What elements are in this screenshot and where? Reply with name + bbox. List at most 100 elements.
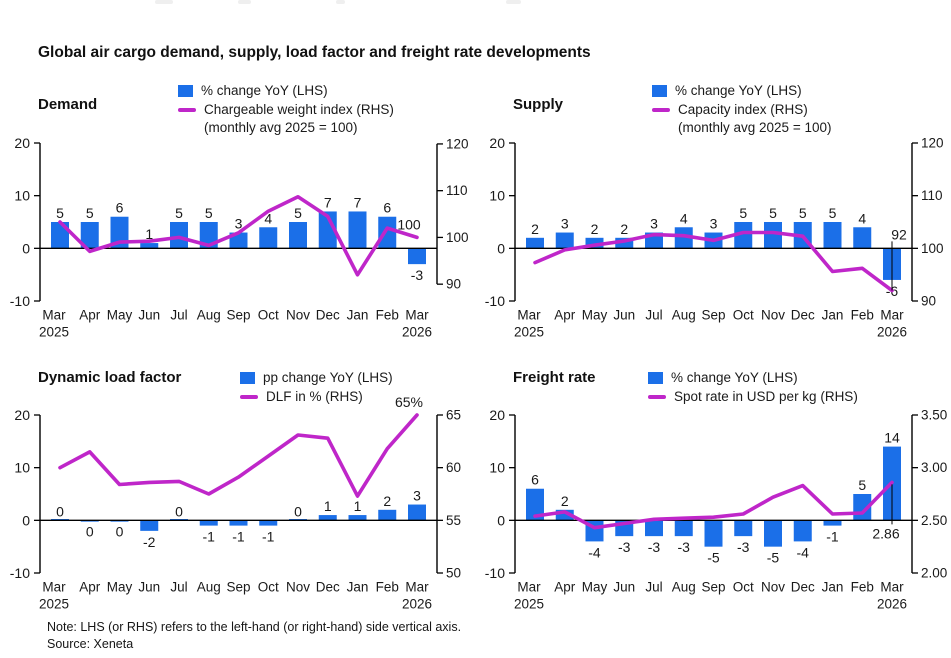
y-axis-left-label: -10 [485, 565, 505, 581]
bar-label: 0 [86, 523, 94, 539]
bar-label: -1 [232, 529, 245, 545]
month-label: Sep [226, 580, 250, 595]
legend-item: Spot rate in USD per kg (RHS) [648, 388, 858, 406]
y-axis-right-label: 120 [921, 136, 944, 151]
bar-label: -3 [678, 539, 691, 555]
bar [259, 520, 278, 526]
year-label: 2025 [39, 325, 69, 340]
figure-title: Global air cargo demand, supply, load fa… [38, 44, 591, 61]
bar-label: 2 [591, 221, 599, 237]
bar [555, 232, 574, 249]
bar-label: 0 [294, 503, 302, 519]
bar [140, 243, 159, 249]
month-label: Mar [880, 580, 904, 595]
bar-label: -1 [262, 529, 275, 545]
bar-label: 6 [116, 200, 124, 216]
month-label: Dec [316, 308, 340, 323]
month-label: Jan [347, 580, 369, 595]
bar [704, 520, 723, 547]
bar-label: -3 [411, 267, 424, 283]
legend-label: % change YoY (LHS) [201, 83, 328, 98]
bar-label: 2 [531, 221, 539, 237]
legend-label: Chargeable weight index (RHS) [204, 102, 394, 117]
month-label: Feb [851, 308, 874, 323]
bar-label: 3 [710, 216, 718, 232]
line-end-label: 2.86 [872, 525, 899, 541]
bar-label: 7 [354, 194, 362, 210]
bar [318, 211, 337, 249]
chart-title-demand: Demand [38, 96, 98, 113]
legend-label: DLF in % (RHS) [266, 389, 363, 404]
y-axis-right-label: 110 [921, 188, 943, 203]
bar-swatch-icon [648, 372, 663, 384]
bar [259, 227, 278, 249]
month-label: Jan [822, 580, 844, 595]
bar [526, 237, 544, 249]
month-label: Nov [761, 308, 785, 323]
month-label: Mar [880, 308, 904, 323]
line-end-label: 92 [891, 226, 907, 242]
y-axis-right-label: 2.00 [921, 566, 947, 581]
bar-label: -2 [143, 534, 156, 550]
month-label: Sep [701, 580, 725, 595]
line-swatch-icon [240, 395, 258, 399]
legend-label: % change YoY (LHS) [671, 370, 798, 385]
y-axis-left-label: 20 [489, 135, 505, 151]
bar [80, 222, 99, 249]
bar [555, 509, 574, 521]
bar-label: -1 [826, 529, 839, 545]
trend-line [58, 413, 419, 498]
bar-label: -3 [737, 539, 750, 555]
y-axis-left-label: 20 [14, 135, 30, 151]
bar [318, 515, 337, 521]
y-axis-right-label: 60 [446, 460, 461, 475]
line-end-label: 100 [397, 216, 421, 232]
month-label: Dec [316, 580, 340, 595]
bar-label: 3 [650, 216, 658, 232]
legend-item: % change YoY (LHS) [652, 82, 831, 100]
month-label: Feb [851, 580, 874, 595]
bar-label: 5 [769, 205, 777, 221]
bar [734, 520, 753, 537]
bar [615, 237, 634, 249]
month-label: Sep [701, 308, 725, 323]
y-axis-left-label: 20 [489, 407, 505, 423]
legend-label: % change YoY (LHS) [675, 83, 802, 98]
month-label: Aug [197, 308, 221, 323]
legend-dlf: pp change YoY (LHS) DLF in % (RHS) [240, 369, 393, 406]
month-label: Jun [613, 308, 635, 323]
bar-label: 4 [264, 210, 272, 226]
month-label: Oct [733, 580, 754, 595]
bar-swatch-icon [178, 85, 193, 97]
legend-demand: % change YoY (LHS) Chargeable weight inde… [178, 82, 394, 137]
month-label: May [107, 308, 133, 323]
y-axis-left-label: 10 [14, 460, 30, 476]
source-text: Source: Xeneta [47, 637, 134, 651]
bar [823, 520, 842, 526]
year-label: 2025 [39, 597, 69, 612]
top-edge-artifact [238, 0, 251, 4]
bar-label: -4 [588, 544, 601, 560]
bar-label: 5 [205, 205, 213, 221]
legend-label-group: % change YoY (LHS) [671, 369, 798, 387]
chart-title-supply: Supply [513, 96, 564, 113]
month-label: May [582, 580, 608, 595]
trend-line [533, 230, 894, 293]
bar-label: 4 [680, 210, 688, 226]
y-axis-right-label: 100 [446, 230, 469, 245]
month-label: Jun [138, 308, 160, 323]
month-label: Apr [554, 308, 576, 323]
month-label: Mar [42, 308, 66, 323]
trend-line [533, 480, 894, 530]
bar-label: 2 [620, 221, 628, 237]
chart-title-freight-rate: Freight rate [513, 369, 596, 386]
bar [526, 488, 544, 521]
bar-label: -5 [767, 550, 780, 566]
y-axis-right-label: 55 [446, 513, 461, 528]
bar [378, 216, 397, 249]
panel-demand: Demand % change YoY (LHS) Chargeable weigh… [0, 76, 476, 349]
legend-item: Chargeable weight index (RHS) (monthly av… [178, 101, 394, 137]
